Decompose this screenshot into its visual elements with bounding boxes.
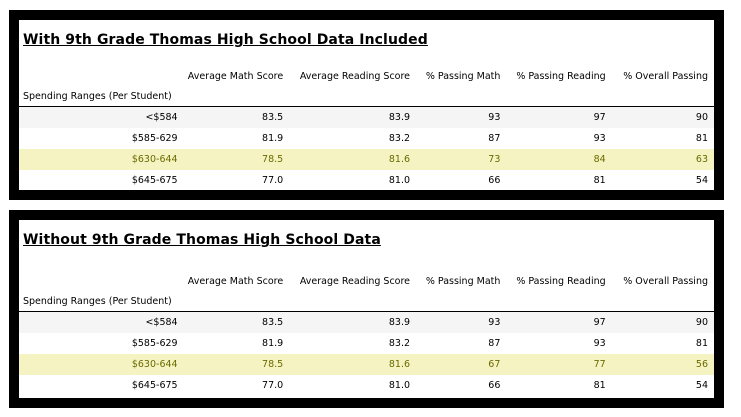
value-cell: 81 bbox=[593, 380, 606, 391]
panel-content: With 9th Grade Thomas High School Data I… bbox=[19, 20, 714, 190]
value-cell: 63 bbox=[611, 149, 714, 170]
range-cell: $645-675 bbox=[131, 380, 178, 391]
value-cell: 90 bbox=[611, 106, 714, 128]
index-header-row: Spending Ranges (Per Student) bbox=[19, 87, 714, 107]
value-cell: 81.9 bbox=[262, 338, 284, 349]
value-cell: 66 bbox=[488, 380, 501, 391]
value-cell: 81.6 bbox=[289, 354, 417, 375]
value-cell: 54 bbox=[695, 380, 708, 391]
value-cell: 90 bbox=[611, 311, 714, 333]
column-header-row: Average Math Score Average Reading Score… bbox=[19, 66, 714, 87]
column-header: % Passing Reading bbox=[516, 276, 606, 287]
index-label: Spending Ranges (Per Student) bbox=[19, 87, 184, 107]
highlighted-row: $630-644 78.5 81.6 73 84 63 bbox=[19, 149, 714, 170]
table-row: <$584 83.5 83.9 93 97 90 bbox=[19, 106, 714, 128]
value-cell: 83.2 bbox=[388, 338, 411, 349]
value-cell: 81.0 bbox=[388, 175, 411, 186]
range-cell: <$584 bbox=[19, 311, 184, 333]
spending-table: Average Math Score Average Reading Score… bbox=[19, 271, 714, 396]
column-header-row: Average Math Score Average Reading Score… bbox=[19, 271, 714, 292]
panel-content: Without 9th Grade Thomas High School Dat… bbox=[19, 220, 714, 398]
value-cell: 81.9 bbox=[262, 133, 284, 144]
spending-table: Average Math Score Average Reading Score… bbox=[19, 66, 714, 191]
range-cell: <$584 bbox=[19, 106, 184, 128]
value-cell: 73 bbox=[416, 149, 507, 170]
value-cell: 84 bbox=[506, 149, 612, 170]
column-header: % Passing Reading bbox=[516, 71, 606, 82]
column-header: Average Reading Score bbox=[299, 276, 411, 287]
value-cell: 81 bbox=[695, 133, 708, 144]
table-row: $645-675 77.0 81.0 66 81 54 bbox=[19, 170, 714, 191]
panel-with-thomas-data: With 9th Grade Thomas High School Data I… bbox=[9, 10, 724, 200]
value-cell: 93 bbox=[593, 133, 606, 144]
value-cell: 93 bbox=[593, 338, 606, 349]
value-cell: 81.6 bbox=[289, 149, 417, 170]
value-cell: 81 bbox=[695, 338, 708, 349]
column-header: % Passing Math bbox=[425, 276, 501, 287]
value-cell: 97 bbox=[506, 311, 612, 333]
table-row: $645-675 77.0 81.0 66 81 54 bbox=[19, 375, 714, 396]
index-label: Spending Ranges (Per Student) bbox=[19, 292, 184, 312]
table-row: <$584 83.5 83.9 93 97 90 bbox=[19, 311, 714, 333]
range-cell: $585-629 bbox=[131, 338, 178, 349]
value-cell: 83.9 bbox=[289, 106, 417, 128]
range-cell: $630-644 bbox=[19, 149, 184, 170]
value-cell: 93 bbox=[416, 106, 507, 128]
highlighted-row: $630-644 78.5 81.6 67 77 56 bbox=[19, 354, 714, 375]
value-cell: 93 bbox=[416, 311, 507, 333]
column-header: % Passing Math bbox=[425, 71, 501, 82]
value-cell: 54 bbox=[695, 175, 708, 186]
value-cell: 77 bbox=[506, 354, 612, 375]
column-header: Average Reading Score bbox=[299, 71, 411, 82]
range-cell: $630-644 bbox=[19, 354, 184, 375]
value-cell: 81.0 bbox=[388, 380, 411, 391]
value-cell: 83.9 bbox=[289, 311, 417, 333]
value-cell: 87 bbox=[488, 133, 501, 144]
value-cell: 78.5 bbox=[183, 354, 290, 375]
panel-title: With 9th Grade Thomas High School Data I… bbox=[23, 32, 428, 48]
panel-title: Without 9th Grade Thomas High School Dat… bbox=[23, 232, 381, 248]
value-cell: 83.5 bbox=[183, 106, 290, 128]
range-cell: $645-675 bbox=[131, 175, 178, 186]
value-cell: 97 bbox=[506, 106, 612, 128]
panel-without-thomas-data: Without 9th Grade Thomas High School Dat… bbox=[9, 210, 724, 408]
table-row: $585-629 81.9 83.2 87 93 81 bbox=[19, 128, 714, 149]
value-cell: 83.2 bbox=[388, 133, 411, 144]
value-cell: 87 bbox=[488, 338, 501, 349]
table-row: $585-629 81.9 83.2 87 93 81 bbox=[19, 333, 714, 354]
column-header: Average Math Score bbox=[187, 71, 284, 82]
column-header: Average Math Score bbox=[187, 276, 284, 287]
column-header: % Overall Passing bbox=[623, 276, 708, 287]
value-cell: 67 bbox=[416, 354, 507, 375]
value-cell: 77.0 bbox=[262, 175, 284, 186]
value-cell: 83.5 bbox=[183, 311, 290, 333]
value-cell: 81 bbox=[593, 175, 606, 186]
value-cell: 56 bbox=[611, 354, 714, 375]
value-cell: 78.5 bbox=[183, 149, 290, 170]
range-cell: $585-629 bbox=[131, 133, 178, 144]
value-cell: 77.0 bbox=[262, 380, 284, 391]
value-cell: 66 bbox=[488, 175, 501, 186]
column-header: % Overall Passing bbox=[623, 71, 708, 82]
index-header-row: Spending Ranges (Per Student) bbox=[19, 292, 714, 312]
